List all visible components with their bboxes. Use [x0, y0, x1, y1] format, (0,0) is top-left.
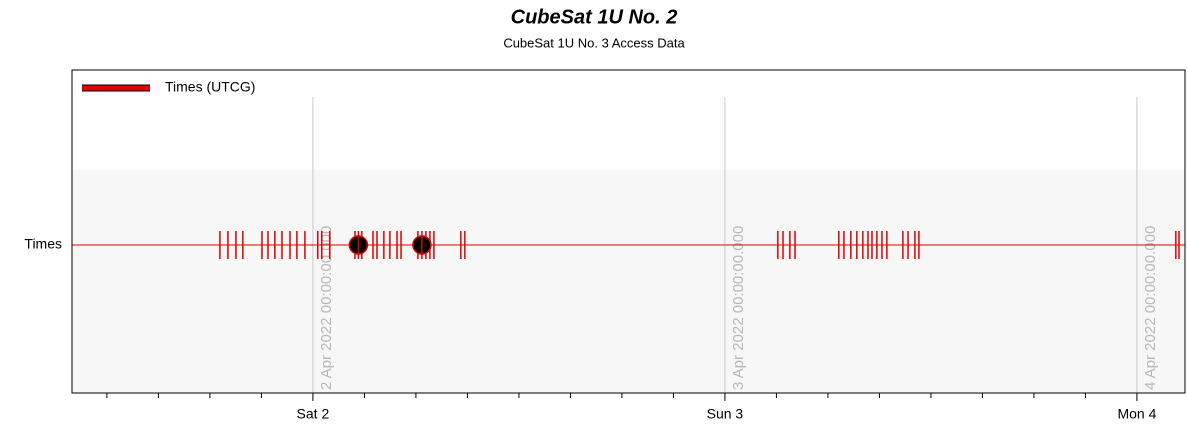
x-tick-label: Sun 3	[707, 406, 744, 422]
x-tick-label: Mon 4	[1117, 406, 1156, 422]
chart-subtitle: CubeSat 1U No. 3 Access Data	[503, 35, 685, 50]
legend-label: Times (UTCG)	[165, 79, 255, 95]
plot-frame	[71, 69, 1186, 394]
chart-title: CubeSat 1U No. 2	[511, 6, 678, 28]
annotation: 4 Apr 2022 00:00:00.000	[1142, 226, 1159, 390]
x-tick-label: Sat 2	[297, 406, 330, 422]
annotation: 2 Apr 2022 00:00:00.000	[318, 226, 335, 390]
row-band	[72, 320, 1185, 393]
row-label: Times	[24, 236, 62, 252]
annotation: 3 Apr 2022 00:00:00.000	[730, 226, 747, 390]
